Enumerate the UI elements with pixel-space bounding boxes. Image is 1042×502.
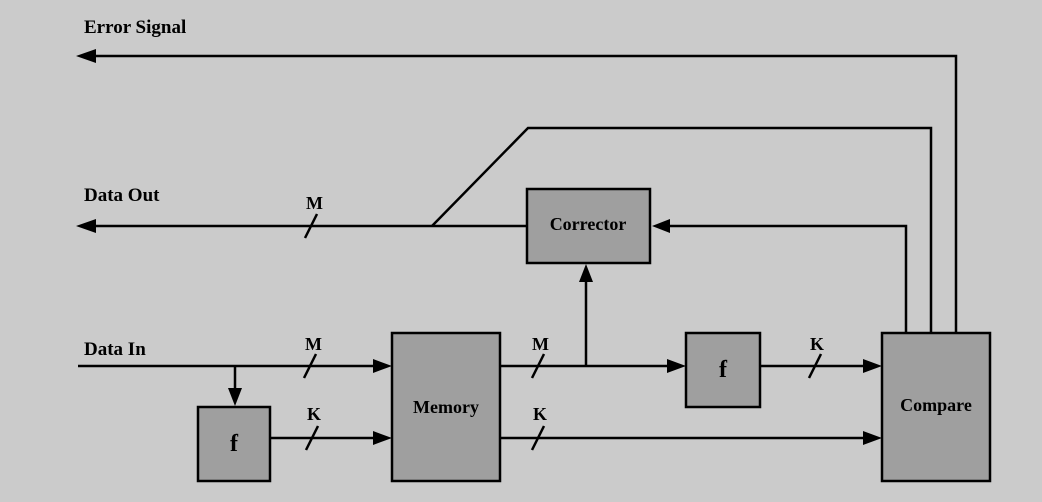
f-output-to-compare-arrowhead <box>863 359 882 373</box>
memory-data-bus-slash <box>530 353 546 379</box>
f-output-bus-slash <box>807 353 823 379</box>
data-out-arrowhead <box>76 219 96 233</box>
f-output-bus-width: K <box>810 334 824 354</box>
compare-to-corrector-line <box>431 126 933 333</box>
memory-check-bus-width: K <box>533 404 547 424</box>
memory-check-bus-slash <box>530 425 546 451</box>
data-out-label: Data Out <box>84 185 160 206</box>
compare-label: Compare <box>900 395 972 415</box>
memory-data-bus-width: M <box>532 334 549 354</box>
memory-data-out-arrowhead <box>667 359 686 373</box>
memory-check-out-arrowhead <box>863 431 882 445</box>
data-out-bus-width: M <box>306 193 323 213</box>
f-input-bus-slash <box>304 425 320 451</box>
f-input-block <box>196 405 272 483</box>
error-signal-label: Error Signal <box>84 17 186 38</box>
syndrome-arrowhead <box>652 219 670 233</box>
data-in-to-f-arrowhead <box>228 388 242 406</box>
syndrome-line <box>664 224 908 333</box>
corrector-block <box>525 187 652 265</box>
memory-to-corrector-arrowhead <box>579 264 593 282</box>
corrector-label: Corrector <box>550 214 627 234</box>
data-in-bus-width: M <box>305 334 322 354</box>
compare-block <box>880 331 992 483</box>
data-in-label: Data In <box>84 339 146 360</box>
memory-block <box>390 331 502 483</box>
f-output-label: f <box>719 357 728 383</box>
f-input-to-memory-arrowhead <box>373 431 392 445</box>
data-in-bus-slash <box>302 353 318 379</box>
error-signal-line <box>84 54 958 333</box>
data-in-arrowhead <box>373 359 392 373</box>
f-input-label: f <box>230 431 239 457</box>
data-out-bus-slash <box>303 213 319 239</box>
f-output-block <box>684 331 762 409</box>
f-input-bus-width: K <box>307 404 321 424</box>
error-signal-arrowhead <box>76 49 96 63</box>
memory-label: Memory <box>413 397 479 417</box>
